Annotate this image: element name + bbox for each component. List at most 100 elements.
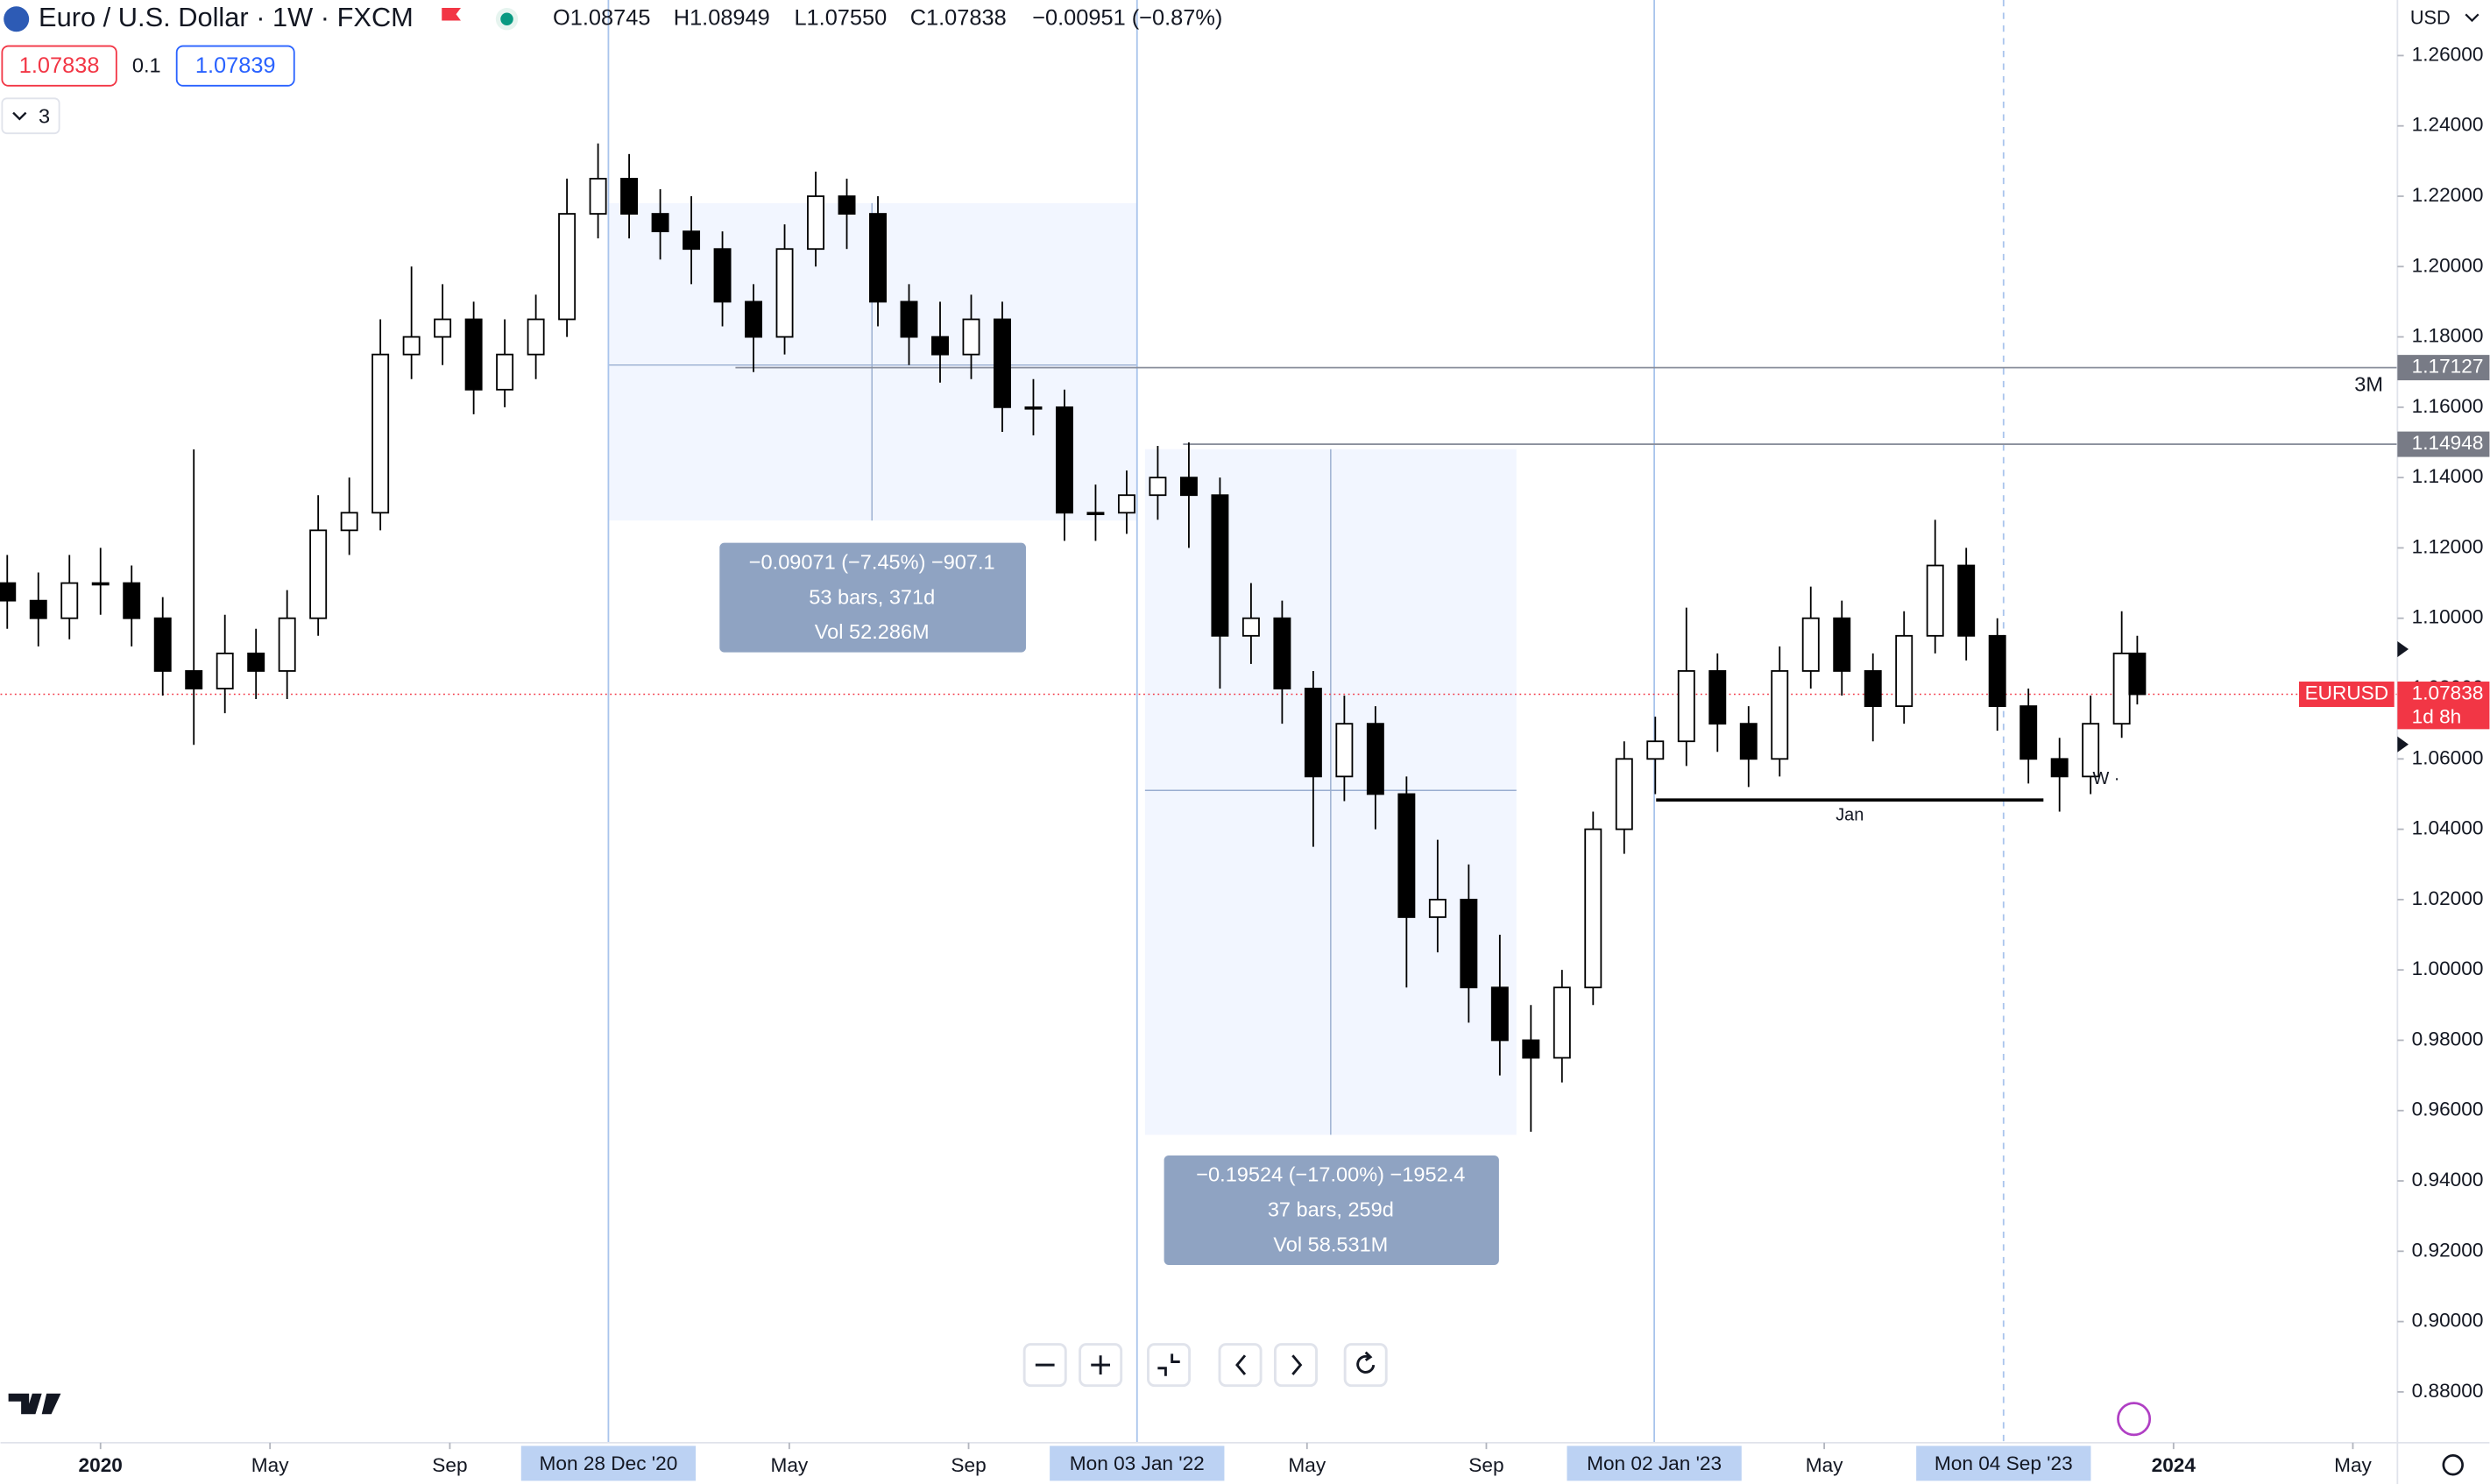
y-tick-label: 0.90000	[2412, 1310, 2484, 1332]
icon	[1091, 1355, 1111, 1374]
sell-button[interactable]	[1, 45, 117, 87]
candle-body	[340, 512, 358, 532]
x-tick-label: May	[1806, 1454, 1843, 1476]
ohlc: C1.07838	[910, 5, 1007, 30]
marker-label-bg	[1050, 1445, 1225, 1481]
candle-body	[713, 248, 732, 303]
candle-body	[1677, 670, 1695, 743]
candle-body	[838, 195, 856, 215]
candle-body	[1926, 564, 1944, 637]
measure-label	[719, 542, 1026, 653]
countdown: 1d 8h	[2412, 706, 2462, 728]
symbol-title[interactable]: Euro / U.S. Dollar · 1W · FXCM	[39, 2, 414, 32]
candle-body	[651, 213, 669, 233]
icon	[1356, 1351, 1376, 1374]
candle-body	[1490, 986, 1509, 1042]
symbol-tag: EURUSD	[2305, 682, 2389, 703]
candle-body	[1366, 723, 1384, 795]
candle-body	[0, 582, 17, 602]
marker-label: Mon 04 Sep '23	[1935, 1452, 2073, 1474]
zoom-toolbar	[1022, 1343, 1388, 1388]
reset-scale[interactable]	[1147, 1343, 1192, 1388]
candle-body	[1708, 670, 1727, 725]
axis-arrows	[2397, 640, 2409, 753]
scroll-left[interactable]	[1218, 1343, 1263, 1388]
candle-body	[185, 670, 203, 689]
y-tick-label: 1.10000	[2412, 606, 2484, 628]
y-tick-label: 1.14000	[2412, 465, 2484, 487]
flag-icon[interactable]	[442, 8, 461, 21]
level-label: 1.14948	[2412, 432, 2484, 454]
change: −0.00951 (−0.87%)	[1032, 5, 1222, 30]
last-price-bg	[2397, 682, 2490, 730]
measure-text: Vol 52.286M	[815, 620, 930, 643]
candle-body	[1335, 723, 1354, 778]
indicators-toggle[interactable]	[1, 97, 60, 135]
currency[interactable]: USD	[2410, 6, 2451, 28]
y-tick-label: 1.22000	[2412, 184, 2484, 206]
candle-body	[2128, 652, 2147, 696]
candle-body	[153, 617, 172, 672]
candle-body	[558, 213, 577, 321]
x-tick-label: May	[251, 1454, 289, 1476]
icon	[1235, 1354, 1247, 1375]
spread: 0.1	[132, 53, 161, 76]
candle-body	[2020, 705, 2038, 760]
scroll-right[interactable]	[1273, 1343, 1318, 1388]
candle-body	[527, 318, 545, 356]
candle-body	[1739, 723, 1758, 760]
y-tick-label: 0.92000	[2412, 1239, 2484, 1261]
x-tick-label: May	[2334, 1454, 2372, 1476]
candle-body	[309, 529, 328, 619]
x-tick-label: May	[770, 1454, 808, 1476]
candle-body	[1117, 494, 1135, 514]
y-tick-label: 0.94000	[2412, 1169, 2484, 1191]
reset-chart[interactable]	[1343, 1343, 1388, 1388]
range-label: 3M	[2354, 372, 2383, 395]
buy-button[interactable]	[175, 45, 295, 87]
candle-body	[1179, 477, 1198, 497]
y-tick-label: 1.26000	[2412, 43, 2484, 65]
measure-text: 37 bars, 259d	[1268, 1198, 1394, 1221]
candle-body	[247, 652, 265, 672]
logo	[8, 1393, 61, 1415]
y-tick-label: 0.96000	[2412, 1099, 2484, 1120]
candle-body	[1304, 688, 1322, 778]
candle-body	[91, 582, 110, 586]
candle-body	[1584, 828, 1602, 989]
measure-text: Vol 58.531M	[1273, 1233, 1388, 1255]
ohlc: H1.08949	[674, 5, 770, 30]
x-tick-label: Sep	[1468, 1454, 1503, 1476]
pattern-label: W ·	[2092, 769, 2119, 788]
y-tick-label: 0.98000	[2412, 1028, 2484, 1049]
measure-text: −0.19524 (−17.00%) −1952.4	[1196, 1163, 1465, 1186]
candle-body	[1522, 1039, 1540, 1059]
icon	[1291, 1354, 1303, 1375]
candle-body	[683, 230, 701, 251]
x-tick-label: 2020	[79, 1454, 123, 1476]
candle-body	[434, 318, 452, 338]
candle-body	[962, 318, 980, 356]
alert-icon[interactable]	[2117, 1402, 2152, 1437]
sell-price[interactable]: 1.07838	[19, 53, 100, 78]
candle-body	[745, 300, 763, 338]
candle-body	[1833, 617, 1851, 672]
candle-body	[775, 248, 794, 338]
candle-body	[1646, 740, 1665, 760]
candle-body	[994, 318, 1011, 408]
candle-body	[589, 178, 607, 215]
candle-body	[1553, 986, 1571, 1059]
indicator-count: 3	[39, 104, 50, 127]
buy-price[interactable]: 1.07839	[195, 53, 276, 78]
symbol-tag-bg	[2299, 682, 2395, 708]
candle-body	[123, 582, 141, 619]
level-label-bg	[2397, 431, 2490, 457]
ohlc: L1.07550	[794, 5, 887, 30]
settings-icon[interactable]	[2442, 1454, 2464, 1476]
measure-label	[1164, 1155, 1499, 1265]
marker-label: Mon 28 Dec '20	[540, 1452, 678, 1474]
candle-body	[216, 652, 234, 689]
candle-body	[1055, 406, 1073, 514]
y-tick-label: 1.16000	[2412, 395, 2484, 417]
